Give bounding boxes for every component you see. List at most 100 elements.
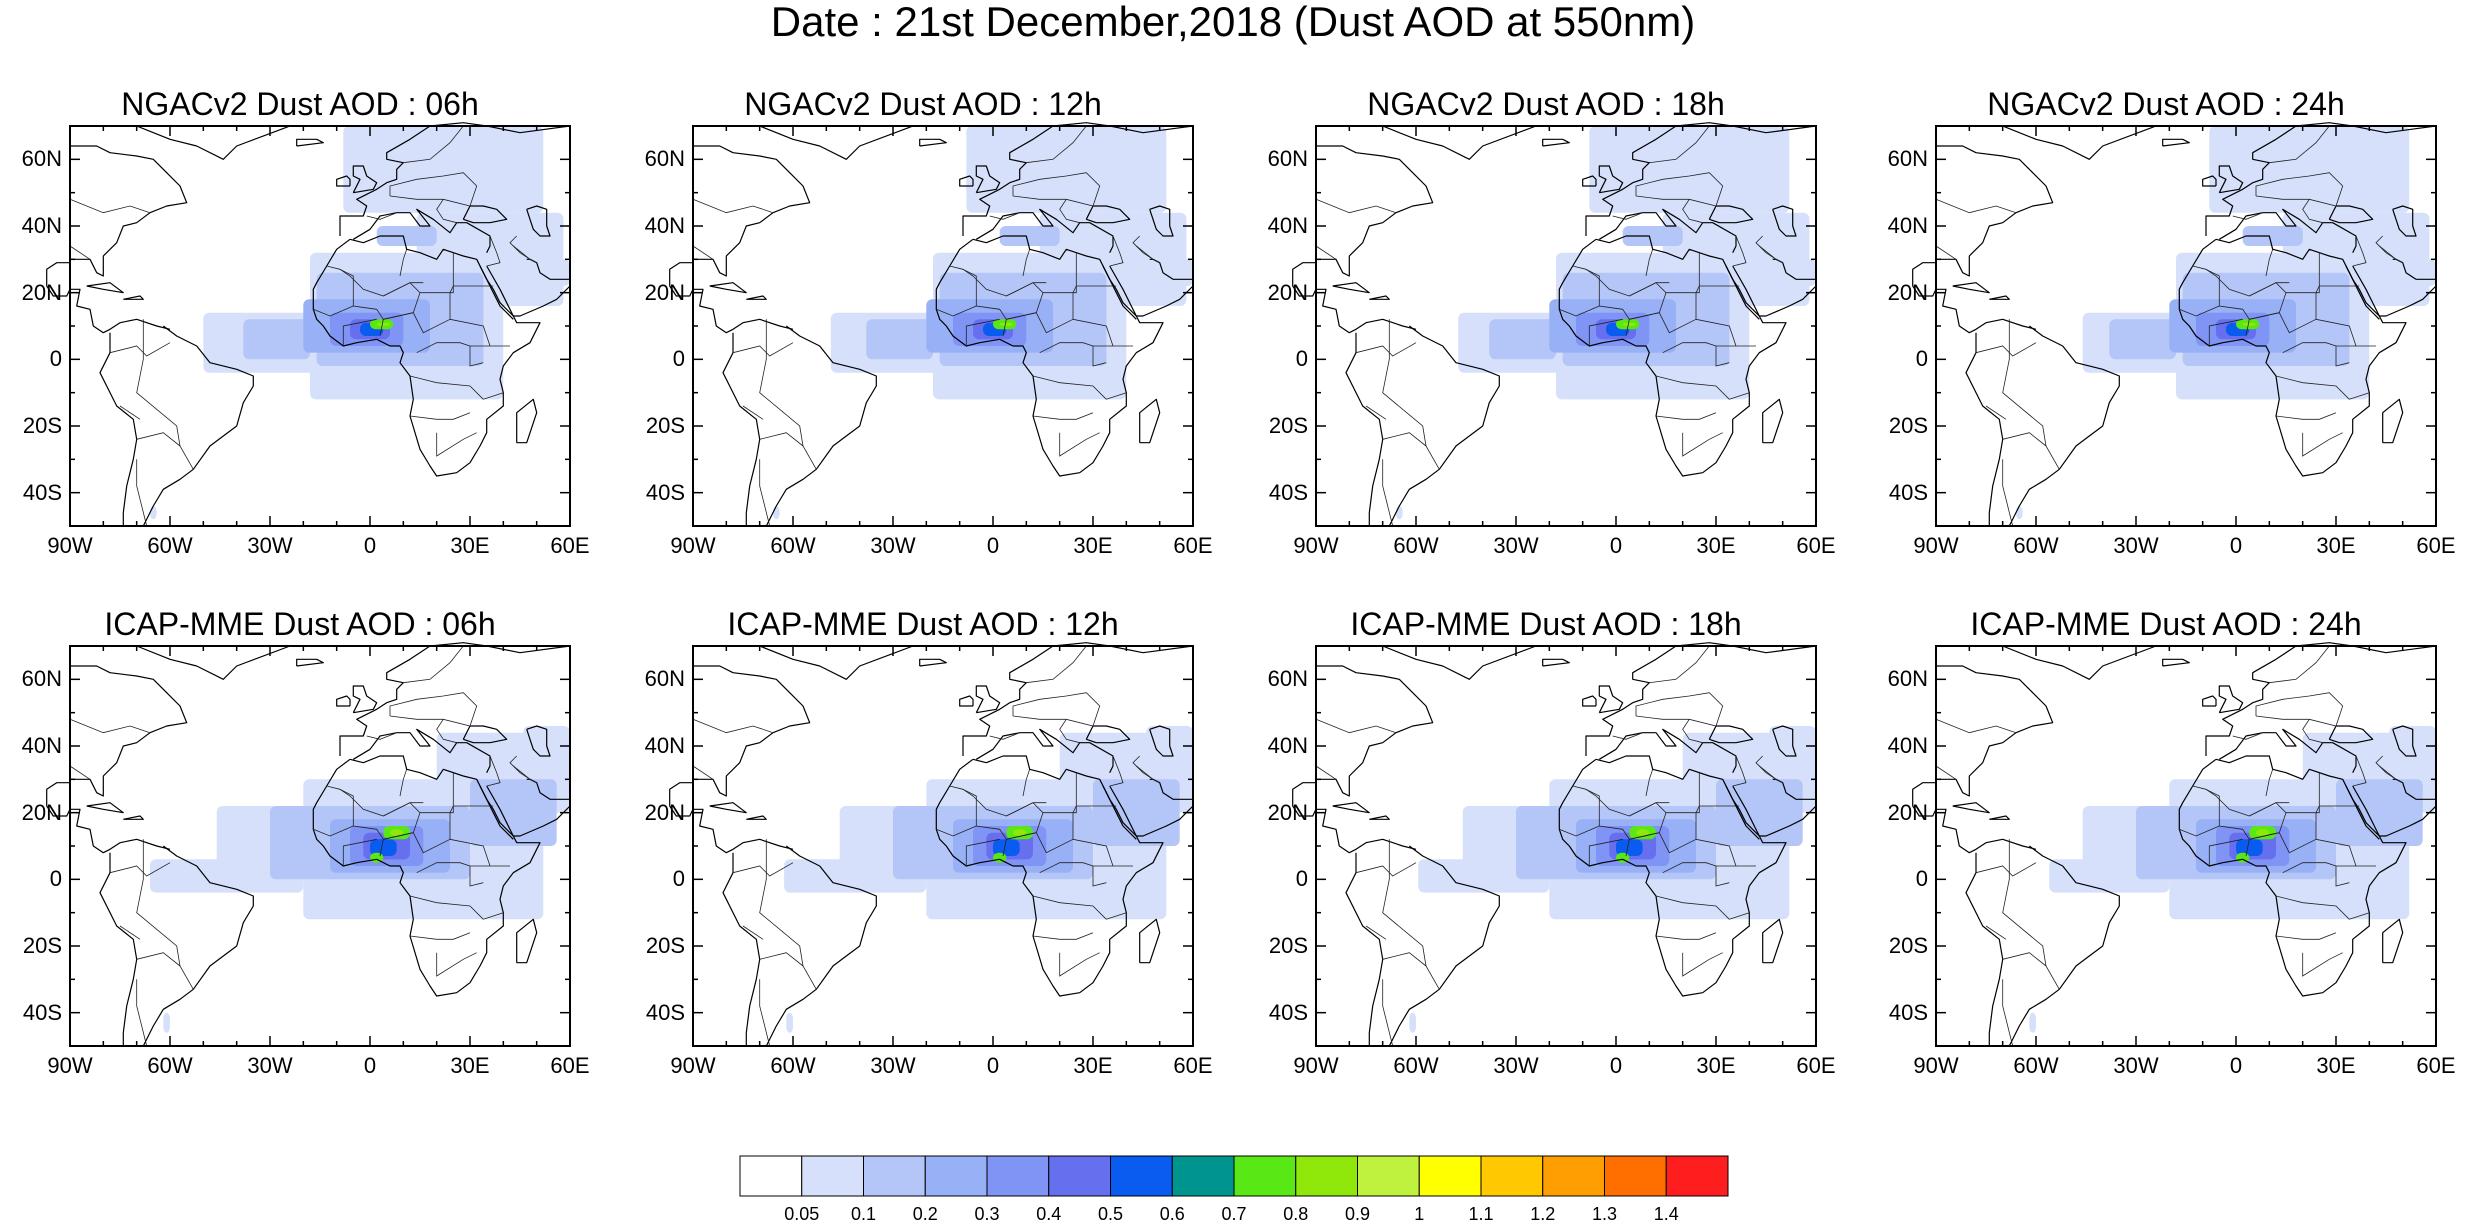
coastline-hispaniola: [746, 295, 767, 300]
panel-title: NGACv2 Dust AOD : 12h: [744, 86, 1102, 122]
country-border: [1132, 235, 1154, 260]
country-border: [509, 755, 531, 780]
country-border: [1682, 719, 1703, 744]
dust-contour-cell: [2242, 322, 2256, 326]
country-border: [2002, 432, 2047, 447]
coastline-north-america: [692, 126, 811, 277]
country-border: [436, 719, 457, 744]
country-border: [2349, 392, 2370, 400]
dust-contour-cell: [1616, 839, 1643, 856]
country-border: [1625, 312, 1660, 337]
country-border: [692, 765, 714, 780]
coastline-black-sea: [462, 205, 508, 224]
coastline-uk: [2218, 165, 2244, 194]
country-border: [1059, 432, 1100, 457]
lat-tick-label: 40S: [22, 479, 62, 505]
coastline-africa: [1558, 235, 1787, 477]
colorbar-swatch: [801, 1155, 864, 1197]
panel-title: NGACv2 Dust AOD : 06h: [121, 86, 479, 122]
coastline-black-sea: [2328, 205, 2374, 224]
coastline-ireland: [336, 695, 351, 707]
dust-contour-cell: [2029, 1012, 2036, 1033]
country-border: [69, 198, 151, 214]
lon-tick-label: 90W: [1293, 1053, 1339, 1078]
lat-tick-label: 0: [49, 346, 62, 372]
country-border: [109, 862, 171, 877]
country-border: [1092, 345, 1113, 367]
country-border: [1106, 392, 1127, 400]
country-border: [1039, 342, 1094, 354]
coastline-greenland: [2002, 645, 2157, 680]
country-border: [1035, 812, 1074, 854]
lat-tick-label: 20S: [645, 413, 685, 438]
country-border: [2316, 772, 2320, 814]
lon-tick-label: 60W: [2013, 1053, 2059, 1078]
lat-tick-label: 60N: [644, 146, 685, 172]
country-border: [1073, 252, 1077, 294]
coastline-caspian: [1772, 205, 1797, 237]
country-border: [2245, 312, 2280, 337]
country-border: [403, 645, 464, 684]
country-border: [1715, 865, 1736, 887]
country-border: [342, 838, 377, 866]
lon-tick-label: 90W: [47, 533, 93, 558]
colorbar-label: 0.4: [1036, 1204, 1062, 1224]
coastline-gulf-mexico: [1912, 262, 1937, 297]
coastline-africa: [312, 755, 541, 997]
lat-tick-label: 40N: [1887, 733, 1928, 758]
dust-contour-cell: [2209, 126, 2410, 213]
dust-contour-cell: [2256, 829, 2270, 836]
lat-tick-label: 20S: [1268, 933, 1308, 958]
coastline-uk: [975, 685, 1001, 714]
coastline-red-sea: [479, 265, 514, 320]
map-panel: ICAP-MME Dust AOD : 24h 60N 40N 20N 0 20S 40S 9…: [1866, 606, 2466, 1086]
dust-contour-cell: [1636, 829, 1650, 836]
country-border: [1662, 862, 1717, 874]
coastline-cuba: [1332, 282, 1370, 294]
country-border: [759, 459, 771, 527]
country-border: [2002, 952, 2047, 967]
country-border: [1645, 769, 1654, 797]
country-border: [2302, 199, 2323, 224]
lat-tick-label: 0: [672, 346, 685, 372]
country-border: [2335, 865, 2356, 887]
dust-contour-cell: [1106, 259, 1193, 286]
coastline-iceland: [1542, 138, 1570, 147]
lon-tick-label: 60W: [1393, 533, 1439, 558]
lat-tick-label: 40S: [645, 999, 685, 1025]
country-border: [469, 345, 490, 367]
lon-tick-label: 60E: [1173, 1053, 1213, 1078]
coastline-uk: [1598, 165, 1624, 194]
coastline-mediterranean-n: [975, 728, 1114, 773]
lat-tick-label: 40S: [645, 479, 685, 505]
country-border: [1975, 862, 2037, 877]
coastline-africa: [2178, 235, 2407, 477]
lon-tick-label: 30W: [247, 1053, 293, 1078]
lon-tick-label: 90W: [670, 1053, 716, 1078]
country-border: [1655, 375, 1730, 400]
coastline-cuba: [1952, 282, 1990, 294]
coastline-south-america: [99, 845, 254, 1047]
country-border: [2302, 719, 2323, 744]
dust-contour-cell: [786, 1012, 793, 1033]
country-border: [1382, 432, 1427, 447]
coastline-greenland: [759, 125, 914, 160]
dust-contour-cell: [1013, 829, 1027, 836]
coastline-europe: [2205, 642, 2437, 756]
dust-aod-field: [2029, 726, 2436, 1033]
country-border: [1022, 249, 1031, 277]
coastline-north-america: [1935, 646, 2054, 797]
coastline-greenland: [759, 645, 914, 680]
lat-tick-label: 0: [1295, 346, 1308, 372]
country-border: [2275, 412, 2337, 420]
dust-contour-cell: [1489, 319, 1556, 360]
country-border: [1012, 692, 1101, 727]
country-border: [759, 319, 817, 470]
country-border: [403, 125, 464, 164]
country-border: [965, 838, 1000, 866]
coastline-madagascar: [1139, 918, 1161, 964]
country-border: [1662, 342, 1717, 354]
coastline-north-america: [69, 126, 188, 277]
lon-tick-label: 60W: [147, 1053, 193, 1078]
lon-tick-label: 30W: [1493, 533, 1539, 558]
